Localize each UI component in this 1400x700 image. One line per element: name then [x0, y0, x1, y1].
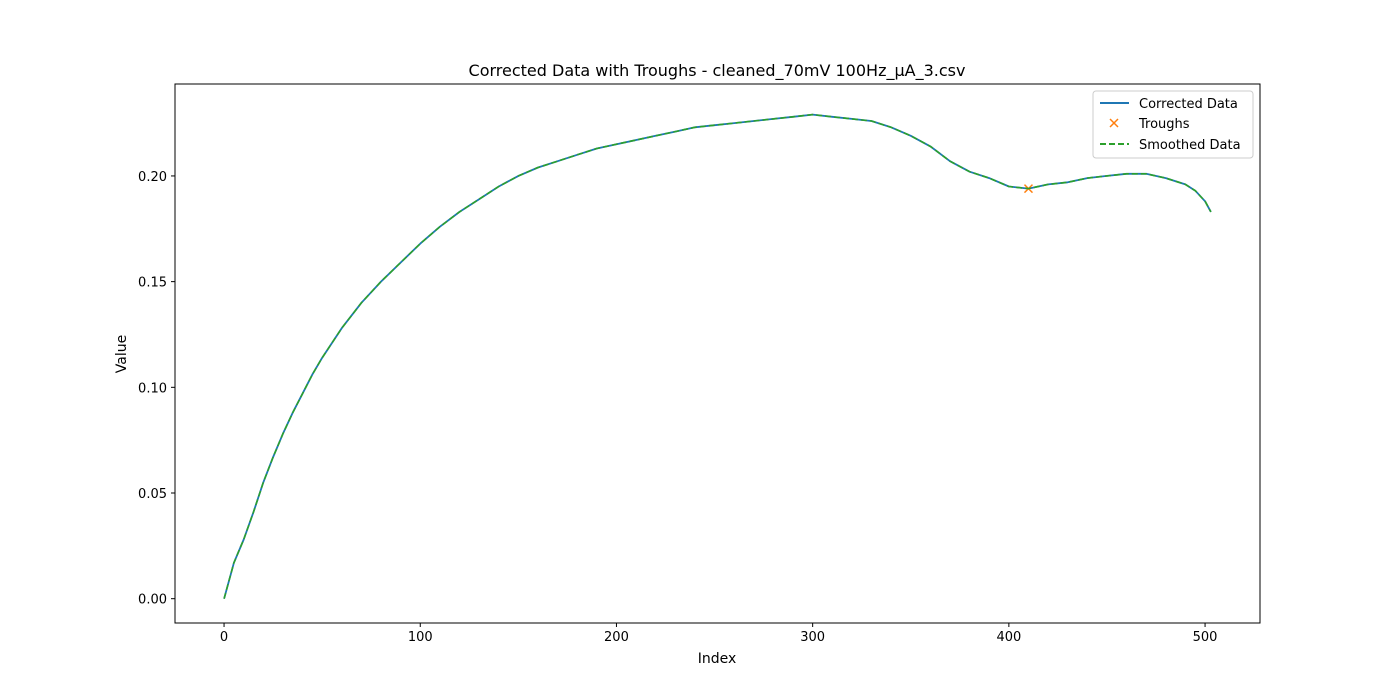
x-tick-label: 400	[996, 630, 1021, 645]
y-tick-label: 0.15	[138, 276, 167, 291]
x-tick-label: 200	[604, 630, 629, 645]
smoothed-data-line	[223, 113, 1212, 599]
x-tick-label: 300	[800, 630, 825, 645]
x-axis-label: Index	[698, 651, 737, 667]
legend-smoothed-label: Smoothed Data	[1139, 138, 1241, 153]
x-tick-label: 100	[408, 630, 433, 645]
y-axis: 0.00 0.05 0.10 0.15 0.20	[138, 170, 175, 608]
y-tick-label: 0.05	[138, 487, 167, 502]
chart-title: Corrected Data with Troughs - cleaned_70…	[469, 61, 966, 81]
x-tick-label: 0	[220, 630, 228, 645]
legend-box	[1092, 90, 1254, 159]
x-tick-label: 500	[1193, 630, 1218, 645]
y-tick-label: 0.00	[138, 593, 167, 608]
legend-corrected-label: Corrected Data	[1139, 97, 1238, 112]
y-tick-label: 0.10	[138, 381, 167, 396]
series-layer	[223, 113, 1212, 599]
legend-troughs-label: Troughs	[1138, 117, 1190, 132]
legend: Corrected Data Troughs Smoothed Data	[1092, 90, 1254, 159]
plot-frame-border	[174, 83, 1261, 624]
y-axis-label: Value	[114, 335, 130, 373]
plot-area	[175, 84, 1260, 623]
y-tick-label: 0.20	[138, 170, 167, 185]
legend-troughs-marker-icon	[1109, 118, 1119, 128]
x-axis: 0 100 200 300 400 500	[220, 623, 1218, 645]
